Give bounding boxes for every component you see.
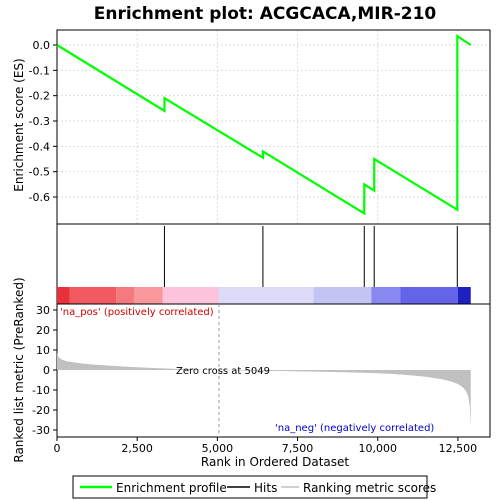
legend-label-ranking: Ranking metric scores xyxy=(303,481,436,495)
hits-panel xyxy=(56,223,491,305)
metric-y-axis-label: Ranked list metric (PreRanked) xyxy=(12,277,26,462)
metric-x-tick-label: 0 xyxy=(54,442,61,455)
hit-markers xyxy=(163,226,458,287)
chart-title: Enrichment plot: ACGCACA,MIR-210 xyxy=(94,4,437,24)
ranking-metric-area xyxy=(57,353,471,428)
metric-x-tick-label: 5,000 xyxy=(202,442,234,455)
metric-y-tick-label: 10 xyxy=(36,344,50,357)
es-panel-frame xyxy=(56,29,491,225)
es-y-tick-label: -0.4 xyxy=(29,140,50,153)
metric-x-tick-label: 7,500 xyxy=(282,442,314,455)
color-bar-segment xyxy=(162,287,219,304)
es-y-tick-label: 0.0 xyxy=(33,39,51,52)
metric-x-tick-label: 12,500 xyxy=(439,442,478,455)
metric-x-axis-label: Rank in Ordered Dataset xyxy=(201,455,349,469)
es-gridlines xyxy=(57,30,490,224)
zero-cross-label: Zero cross at 5049 xyxy=(176,366,270,377)
metric-x-tick-label: 10,000 xyxy=(358,442,397,455)
metric-y-tick-label: 0 xyxy=(43,364,50,377)
es-y-axis-label: Enrichment score (ES) xyxy=(12,58,26,191)
legend: Enrichment profile Hits Ranking metric s… xyxy=(72,475,436,499)
metric-x-axis: 0 2,500 5,000 7,500 10,000 12,500 xyxy=(54,437,478,455)
es-y-tick-label: -0.3 xyxy=(29,115,50,128)
metric-x-tick-label: 2,500 xyxy=(121,442,153,455)
color-bar-segment xyxy=(457,287,471,304)
color-bar-segment xyxy=(133,287,163,304)
metric-y-axis: 30 20 10 0 -10 -20 -30 xyxy=(32,304,57,437)
legend-label-hits: Hits xyxy=(254,481,277,495)
es-y-tick-label: -0.6 xyxy=(29,191,50,204)
color-bar-segment xyxy=(116,287,134,304)
es-panel: 0.0 -0.1 -0.2 -0.3 -0.4 -0.5 -0.6 Enrichment s… xyxy=(12,29,491,225)
es-y-tick-label: -0.5 xyxy=(29,166,50,179)
legend-label-enrichment: Enrichment profile xyxy=(116,481,227,495)
metric-y-tick-label: -20 xyxy=(32,404,50,417)
metric-y-tick-label: 20 xyxy=(36,324,50,337)
metric-y-tick-label: -10 xyxy=(32,384,50,397)
enrichment-profile-line xyxy=(56,34,472,216)
metric-y-tick-label: -30 xyxy=(32,424,50,437)
color-bar-segment xyxy=(400,287,458,304)
neg-correlation-label: 'na_neg' (negatively correlated) xyxy=(275,423,434,434)
color-bar-segment xyxy=(313,287,372,304)
color-bar-segment xyxy=(69,287,117,304)
color-bar-segment xyxy=(371,287,401,304)
pos-correlation-label: 'na_pos' (positively correlated) xyxy=(60,307,214,318)
color-bar-segment xyxy=(218,287,314,304)
es-y-axis: 0.0 -0.1 -0.2 -0.3 -0.4 -0.5 -0.6 xyxy=(29,39,57,204)
es-y-tick-label: -0.2 xyxy=(29,90,50,103)
metric-panel: 30 20 10 0 -10 -20 -30 0 2,500 5,000 7,500 10,000 1… xyxy=(12,277,491,469)
es-y-tick-label: -0.1 xyxy=(29,64,50,77)
ranking-color-bar xyxy=(57,287,471,304)
color-bar-segment xyxy=(57,287,70,304)
metric-y-tick-label: 30 xyxy=(36,304,50,317)
